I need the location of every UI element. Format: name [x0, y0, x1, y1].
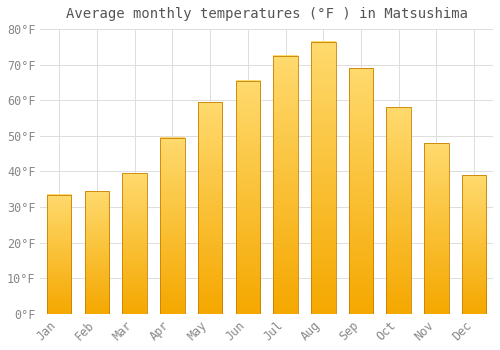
Bar [160, 138, 184, 314]
Bar [348, 68, 374, 314]
Bar [462, 175, 486, 314]
Bar [386, 107, 411, 314]
Bar [236, 81, 260, 314]
Bar [311, 42, 336, 314]
Title: Average monthly temperatures (°F ) in Matsushima: Average monthly temperatures (°F ) in Ma… [66, 7, 468, 21]
Bar [84, 191, 109, 314]
Bar [424, 143, 448, 314]
Bar [274, 56, 298, 314]
Bar [198, 102, 222, 314]
Bar [47, 195, 72, 314]
Bar [122, 173, 147, 314]
